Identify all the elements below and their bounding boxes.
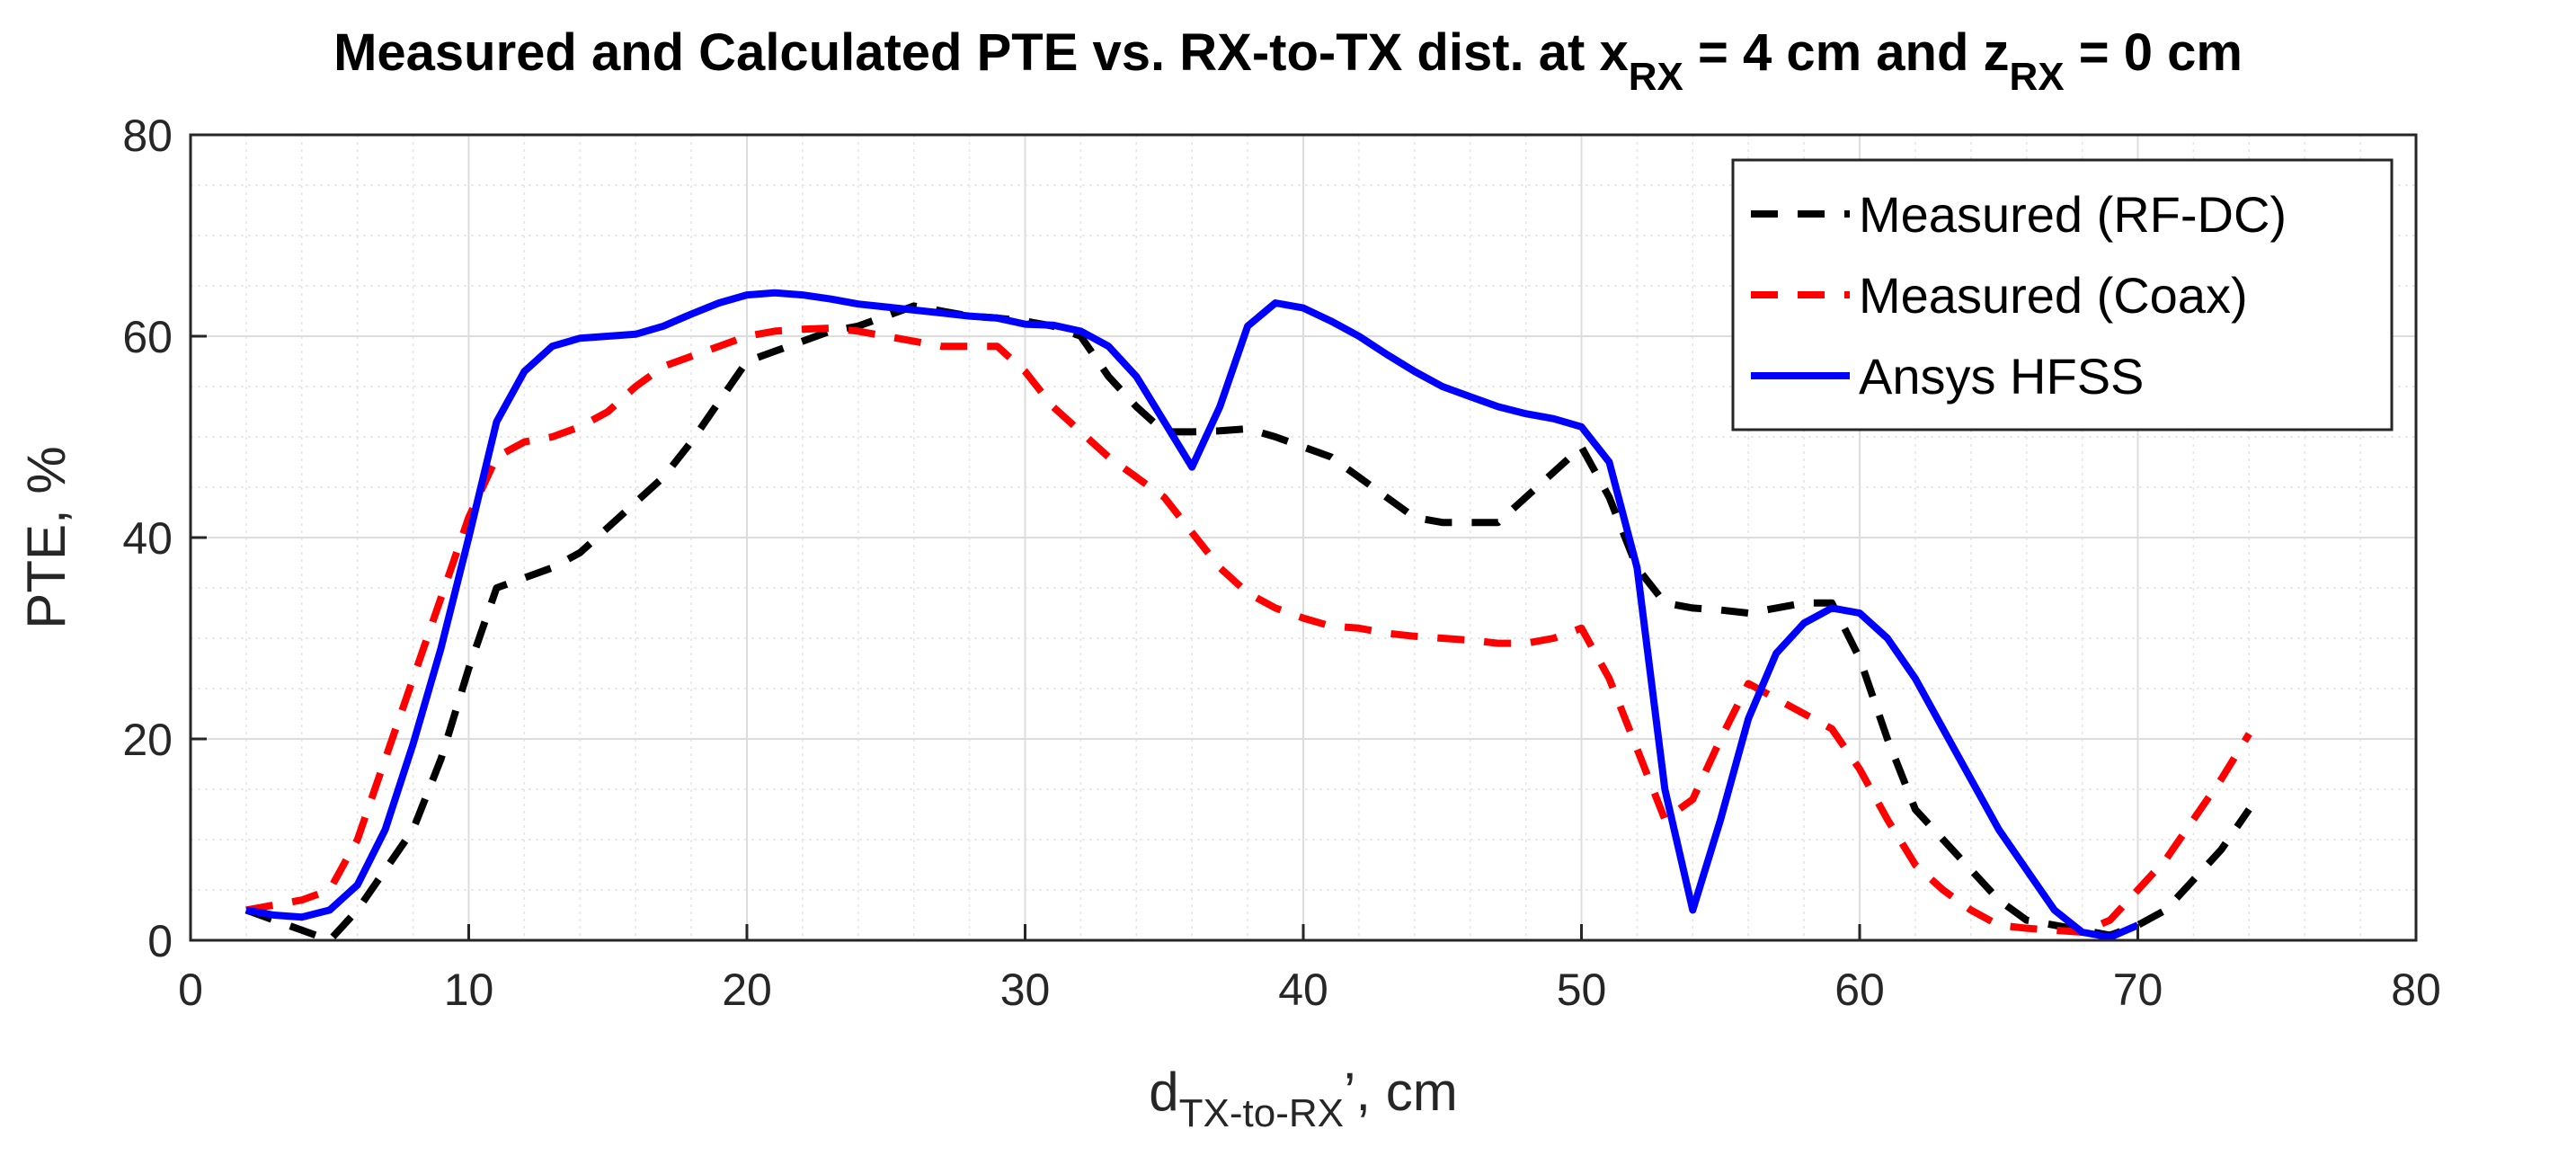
series-layer xyxy=(244,289,2252,944)
legend-label: Ansys HFSS xyxy=(1859,348,2144,405)
series-line-1 xyxy=(244,302,2252,944)
y-axis-label: PTE, % xyxy=(16,446,76,628)
chart-title: Measured and Calculated PTE vs. RX-to-TX… xyxy=(333,23,2243,99)
x-axis-label: dTX-to-RX’, cm xyxy=(1149,1062,1457,1135)
x-tick-label: 20 xyxy=(722,965,772,1015)
x-tick-label: 50 xyxy=(1557,965,1607,1015)
y-tick-label: 80 xyxy=(122,111,173,161)
series-line-3 xyxy=(245,289,2140,941)
y-tick-label: 20 xyxy=(122,715,173,765)
legend-label: Measured (RF-DC) xyxy=(1859,186,2287,243)
y-tick-label: 60 xyxy=(122,312,173,362)
legend-box xyxy=(1731,158,2394,431)
y-tick-label: 40 xyxy=(122,513,173,564)
grid-lines xyxy=(190,134,2417,941)
x-tick-label: 70 xyxy=(2113,965,2163,1015)
series-line-2 xyxy=(245,325,2252,936)
x-tick-label: 10 xyxy=(444,965,494,1015)
axis-ticks: 0 10 20 30 40 50 60 70 80 0 20 40 60 80 xyxy=(122,111,2440,1015)
x-tick-label: 0 xyxy=(178,965,203,1015)
legend: Measured (RF-DC) Measured (Coax) Ansys HFS… xyxy=(1731,158,2394,431)
y-tick-label: 0 xyxy=(147,916,173,966)
x-tick-label: 80 xyxy=(2391,965,2441,1015)
legend-label: Measured (Coax) xyxy=(1859,267,2248,324)
x-tick-label: 30 xyxy=(1000,965,1051,1015)
x-tick-label: 60 xyxy=(1834,965,1885,1015)
x-tick-label: 40 xyxy=(1278,965,1328,1015)
